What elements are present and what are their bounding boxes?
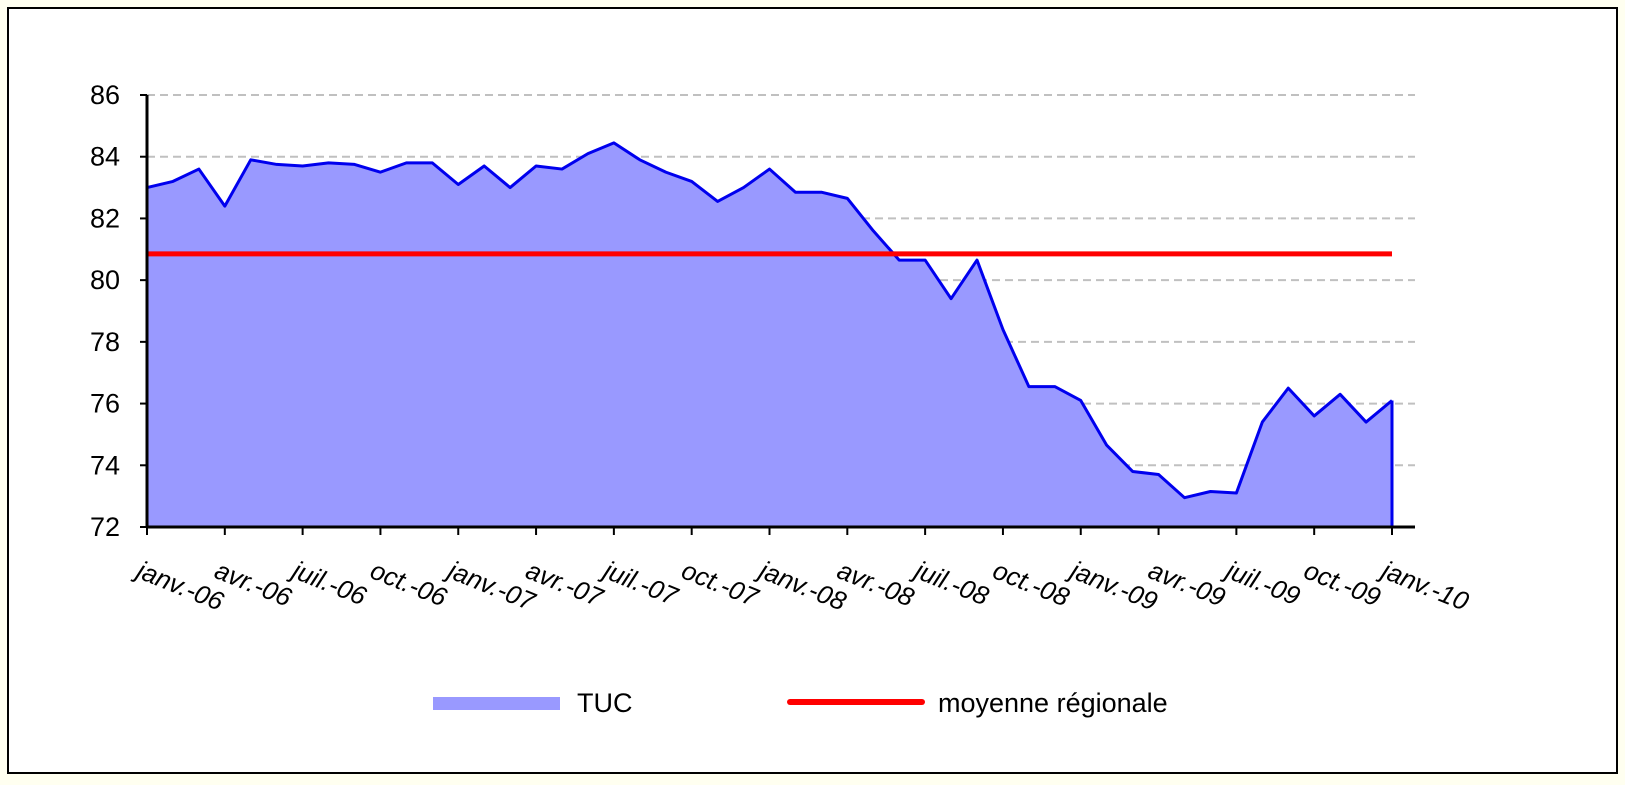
y-tick-label: 86 [90,80,120,110]
y-tick-label: 84 [90,142,120,172]
area-line [146,141,1393,500]
y-tick-label: 72 [90,512,120,542]
y-tick-label: 80 [90,265,120,295]
legend-label: moyenne régionale [938,688,1168,718]
y-tick-label: 76 [90,389,120,419]
area [147,142,1392,528]
y-tick-label: 82 [90,203,120,233]
y-tick-label: 74 [90,450,120,480]
legend-label: TUC [577,688,633,718]
y-tick-label: 78 [90,327,120,357]
legend-swatch [433,697,560,710]
